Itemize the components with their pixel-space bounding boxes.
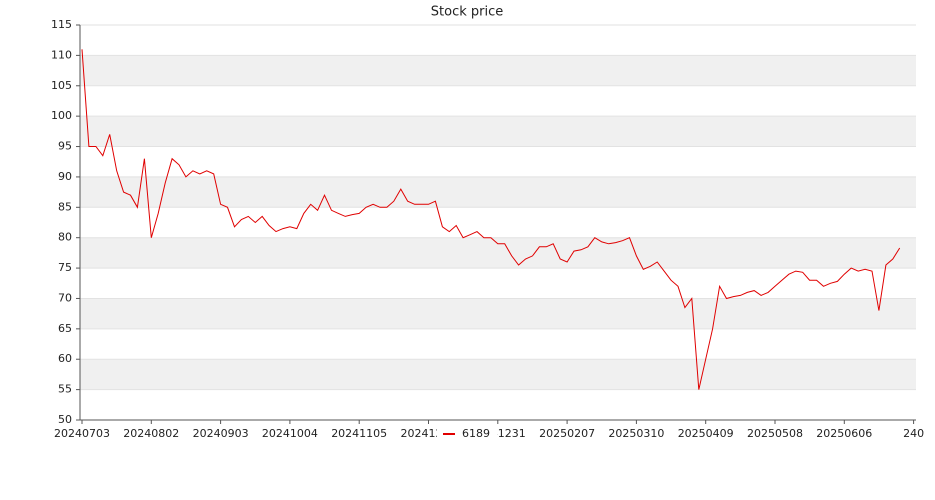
y-tick-label: 90 (58, 170, 72, 183)
x-tick-label: 20250606 (816, 427, 872, 440)
y-tick-label: 105 (51, 79, 72, 92)
data-line (81, 49, 901, 390)
x-tick-label: 20240903 (193, 427, 249, 440)
y-tick-label: 65 (58, 322, 72, 335)
y-tick-label: 80 (58, 231, 72, 244)
y-tick-label: 55 (58, 383, 72, 396)
legend-label: 6189 (462, 427, 490, 440)
y-tick-label: 110 (51, 48, 72, 61)
y-tick-label: 85 (58, 200, 72, 213)
y-tick-label: 115 (51, 18, 72, 31)
x-tick-label: 20241105 (331, 427, 387, 440)
legend-box (437, 426, 497, 442)
grid-band (80, 237, 916, 269)
grid-band (80, 359, 916, 390)
chart-title: Stock price (431, 5, 503, 20)
grid-band (80, 298, 916, 329)
x-tick-label: 20250409 (678, 427, 734, 440)
y-tick-label: 50 (58, 413, 72, 426)
y-tick-label: 60 (58, 352, 72, 365)
x-tick-label: 20250310 (608, 427, 664, 440)
x-tick-label: 20240703 (54, 427, 110, 440)
y-tick-label: 75 (58, 261, 72, 274)
x-tick-label: 20240802 (123, 427, 179, 440)
y-tick-label: 70 (58, 291, 72, 304)
x-tick-label: 20250207 (539, 427, 595, 440)
x-tick-label: 20250508 (747, 427, 803, 440)
x-tick-label: 20241004 (262, 427, 318, 440)
grid-band (80, 55, 916, 86)
y-tick-label: 100 (51, 109, 72, 122)
x-tick-label: 240 (903, 427, 924, 440)
grid-band (80, 176, 916, 208)
grid-band (80, 116, 916, 147)
y-tick-label: 95 (58, 140, 72, 153)
